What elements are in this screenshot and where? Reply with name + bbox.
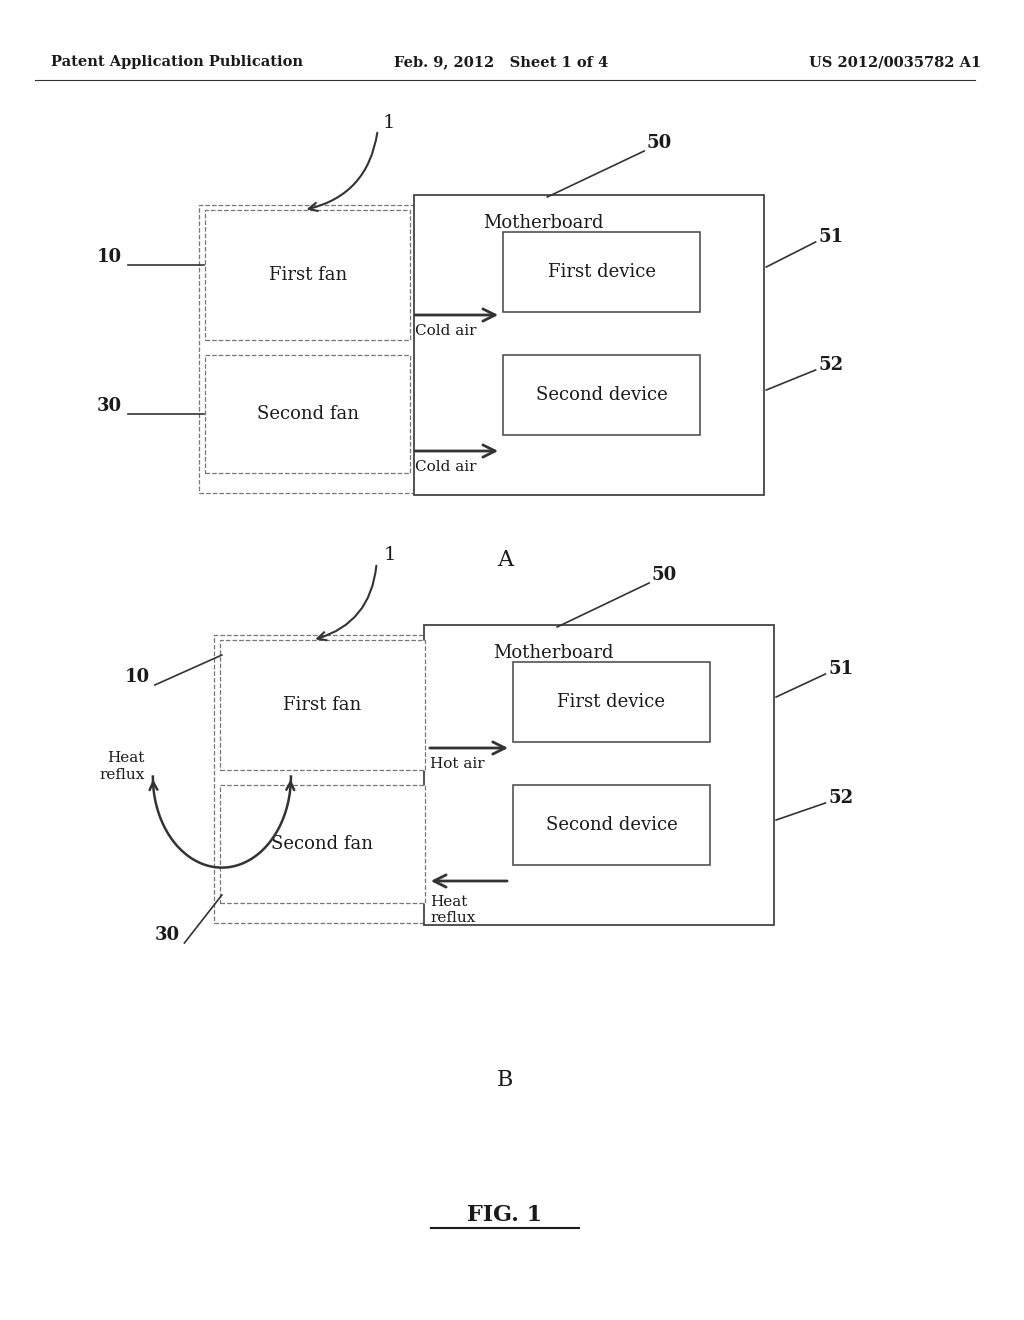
Text: 10: 10 — [125, 668, 150, 686]
Text: Second fan: Second fan — [271, 836, 374, 853]
Text: Feb. 9, 2012   Sheet 1 of 4: Feb. 9, 2012 Sheet 1 of 4 — [394, 55, 608, 69]
Text: FIG. 1: FIG. 1 — [467, 1204, 543, 1226]
Text: 50: 50 — [651, 566, 677, 583]
Text: Heat
reflux: Heat reflux — [99, 751, 145, 781]
Text: 52: 52 — [828, 789, 854, 807]
Bar — [205, 355, 411, 473]
Bar — [513, 785, 710, 865]
Bar — [503, 232, 700, 312]
Text: 1: 1 — [384, 546, 396, 564]
Text: First device: First device — [557, 693, 666, 711]
Bar — [414, 195, 764, 495]
Text: 52: 52 — [818, 356, 844, 374]
Bar — [503, 355, 700, 436]
Text: US 2012/0035782 A1: US 2012/0035782 A1 — [809, 55, 981, 69]
Text: Second device: Second device — [546, 816, 677, 834]
Bar — [220, 640, 425, 770]
Text: First fan: First fan — [284, 696, 361, 714]
Text: First fan: First fan — [268, 267, 347, 284]
Text: A: A — [497, 549, 513, 572]
Text: Second fan: Second fan — [257, 405, 358, 422]
Bar — [200, 205, 418, 492]
Text: 50: 50 — [646, 135, 672, 152]
Text: Cold air: Cold air — [415, 323, 477, 338]
Text: Cold air: Cold air — [415, 459, 477, 474]
Text: 1: 1 — [383, 114, 395, 132]
Text: 51: 51 — [828, 660, 854, 678]
Bar — [424, 624, 774, 925]
Text: 30: 30 — [155, 927, 179, 944]
Bar — [513, 663, 710, 742]
Text: 51: 51 — [818, 228, 844, 246]
Text: Second device: Second device — [536, 385, 668, 404]
Text: Motherboard: Motherboard — [483, 214, 604, 232]
Text: Heat
reflux: Heat reflux — [430, 895, 475, 925]
Bar — [214, 635, 433, 923]
Bar — [220, 785, 425, 903]
Bar — [205, 210, 411, 341]
Text: Hot air: Hot air — [430, 756, 484, 771]
Text: Patent Application Publication: Patent Application Publication — [51, 55, 303, 69]
Text: B: B — [497, 1069, 513, 1092]
Text: 30: 30 — [97, 397, 122, 414]
Text: Motherboard: Motherboard — [494, 644, 613, 663]
Text: 10: 10 — [97, 248, 122, 267]
Text: First device: First device — [548, 263, 655, 281]
